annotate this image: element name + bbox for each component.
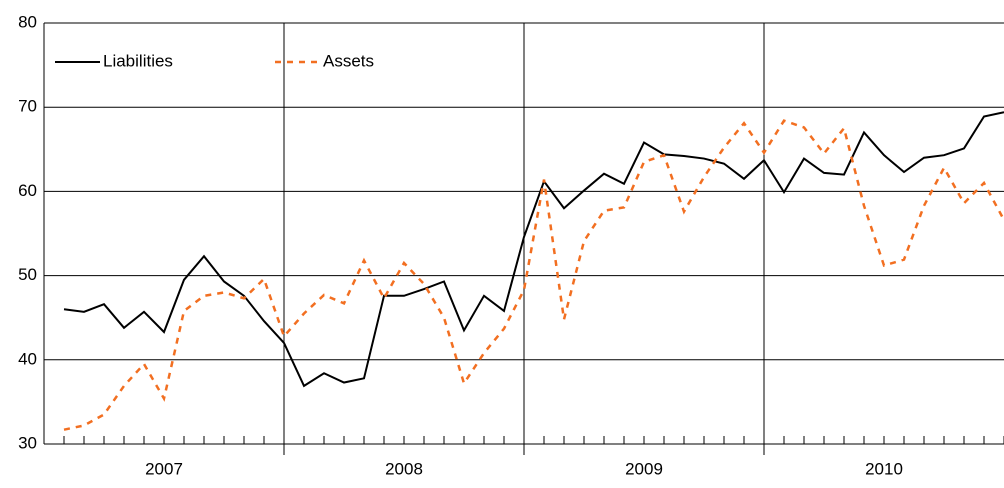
x-group-label: 2010 <box>865 459 903 478</box>
legend-label: Assets <box>323 51 374 70</box>
y-tick-label: 80 <box>18 12 37 31</box>
series-line <box>63 119 1004 431</box>
x-group-label: 2008 <box>385 459 423 478</box>
legend-label: Liabilities <box>103 51 173 70</box>
x-group-label: 2007 <box>145 459 183 478</box>
y-tick-label: 40 <box>18 349 37 368</box>
x-group-label: 2009 <box>625 459 663 478</box>
y-tick-label: 60 <box>18 181 37 200</box>
y-tick-label: 50 <box>18 265 37 284</box>
series-line <box>63 111 1004 388</box>
y-tick-label: 30 <box>18 433 37 452</box>
y-tick-label: 70 <box>18 97 37 116</box>
